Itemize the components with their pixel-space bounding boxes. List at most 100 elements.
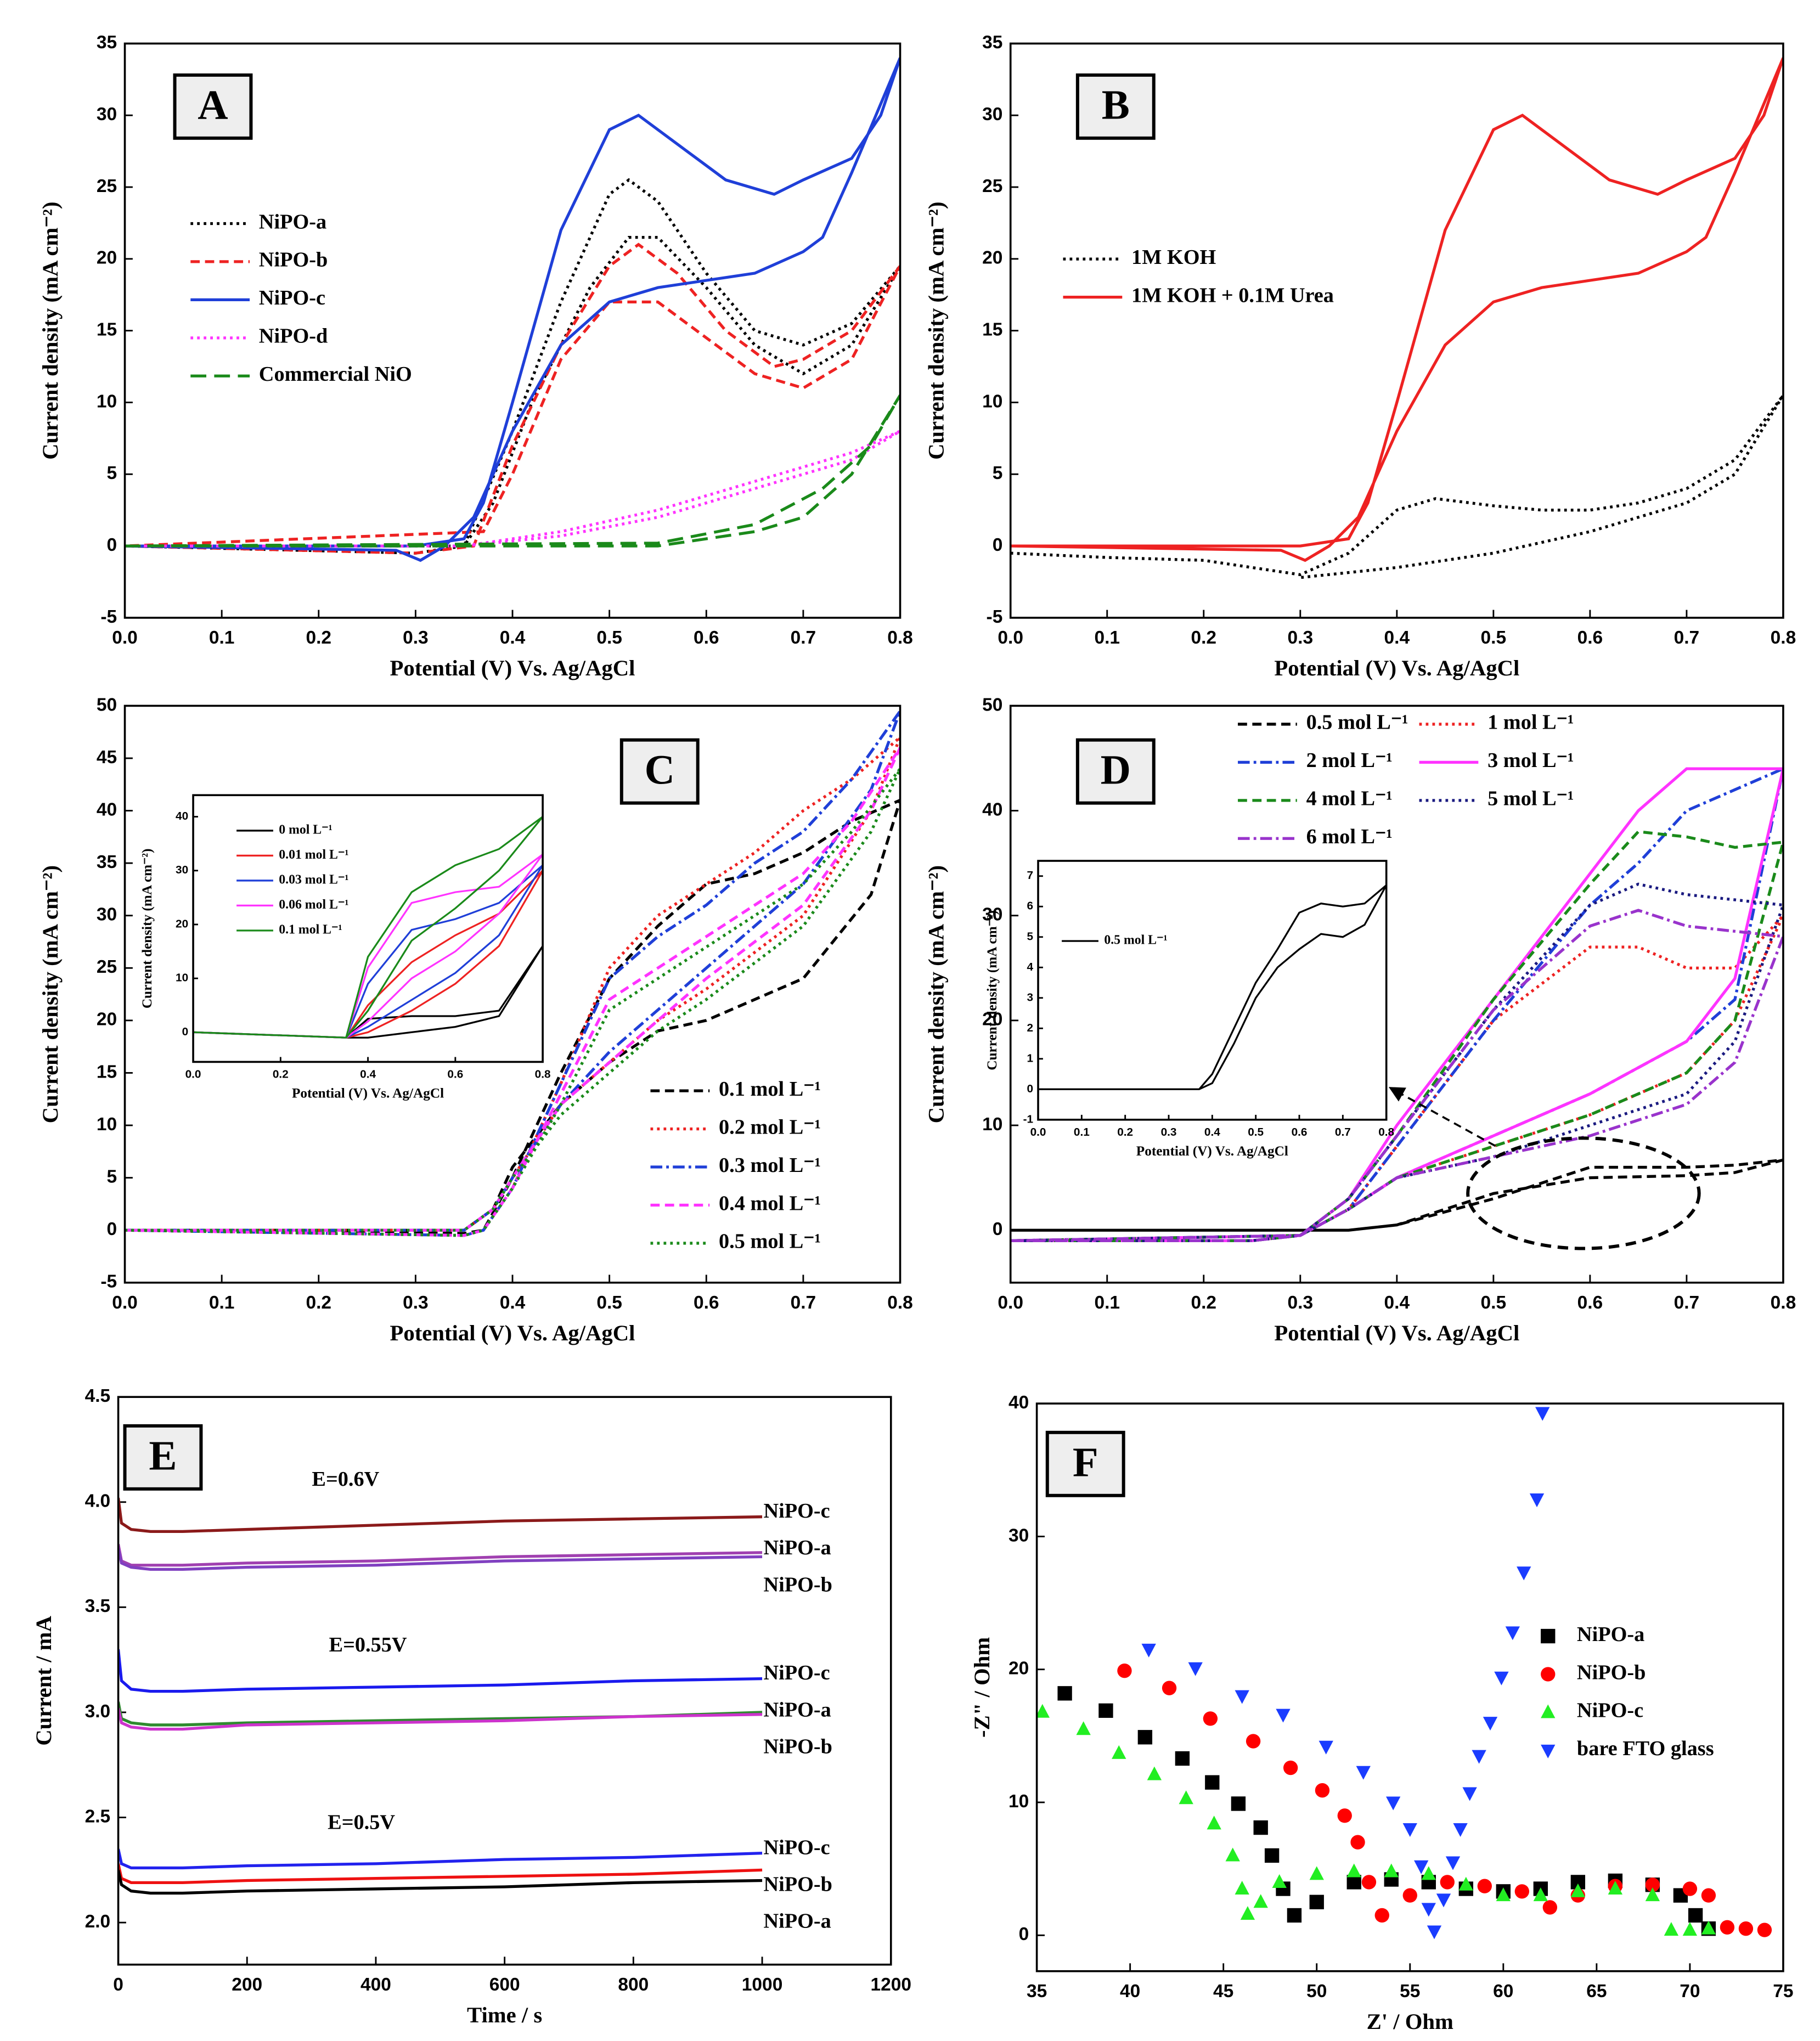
x-tick-label: 0.5 (1481, 628, 1507, 648)
y-axis-label: Current density (mA cm⁻²) (923, 201, 948, 459)
x-tick-label: 800 (618, 1975, 649, 1995)
marker (1350, 1835, 1365, 1850)
plot-frame (123, 42, 901, 619)
x-tick-label: 200 (232, 1975, 262, 1995)
panel: 0 200 400 600 800 1000 1200 2.0 2.5 3.0 3.5 4.0 4.5 T… (31, 1386, 911, 2027)
y-axis-label: Current density (mA cm⁻²) (985, 910, 1000, 1070)
y-tick-label: 30 (97, 905, 117, 925)
legend-label: bare FTO glass (1577, 1737, 1714, 1760)
y-tick-label: -5 (100, 607, 117, 627)
plot-area (118, 1497, 763, 1895)
marker (1264, 1848, 1280, 1863)
series-line (125, 394, 900, 548)
series-label: NiPO-b (763, 1735, 832, 1758)
panel-label-box (123, 1424, 203, 1491)
x-tick-label: 0.6 (1577, 628, 1603, 648)
panel-label: A (198, 82, 228, 128)
marker (1535, 1407, 1550, 1421)
marker (1337, 1808, 1352, 1823)
legend-label: 0.03 mol L⁻¹ (279, 872, 348, 887)
x-tick-label: 0.4 (500, 628, 526, 648)
y-tick-label: 20 (982, 1010, 1002, 1030)
panel: 35 40 45 50 55 60 65 70 75 0 10 20 30 40 Z' / Ohm -Z" /… (970, 1392, 1793, 2034)
marker (1458, 1876, 1473, 1891)
plot-area (1010, 767, 1783, 1242)
x-tick-label: 0.1 (1074, 1126, 1090, 1138)
x-tick-label: 0.8 (535, 1068, 551, 1081)
y-tick-label: 30 (982, 104, 1002, 125)
y-tick-label: 3.0 (85, 1701, 111, 1722)
marker (1436, 1893, 1451, 1908)
x-tick-label: 400 (360, 1975, 391, 1995)
legend-label: 0.06 mol L⁻¹ (279, 898, 348, 912)
y-tick-label: 30 (1008, 1525, 1029, 1546)
x-tick-label: 0.7 (1674, 628, 1700, 648)
x-tick-label: 40 (1120, 1981, 1140, 2001)
y-tick-label: -5 (987, 607, 1003, 627)
marker (1246, 1734, 1261, 1749)
annotation: E=0.55V (329, 1633, 407, 1656)
x-tick-label: 0.4 (1204, 1126, 1220, 1138)
y-axis-label: Current density (mA cm⁻²) (140, 849, 155, 1009)
annotation: E=0.6V (312, 1468, 379, 1491)
panel: 0.0 0.1 0.2 0.3 0.4 0.5 0.6 0.7 0.8 -5 0 5 10 15 20 25 3… (38, 32, 913, 680)
x-tick-label: 0.3 (403, 628, 429, 648)
marker (1240, 1906, 1255, 1920)
x-tick-label: 0.8 (1378, 1126, 1394, 1138)
x-tick-label: 0.4 (1384, 1293, 1410, 1313)
panel-label: C (645, 747, 675, 793)
marker (1147, 1766, 1162, 1780)
panels: 0.0 0.1 0.2 0.3 0.4 0.5 0.6 0.7 0.8-505101520253… (31, 32, 1796, 2034)
marker (1141, 1643, 1156, 1657)
series-label: NiPO-c (763, 1836, 830, 1859)
legend-label: 1M KOH + 0.1M Urea (1131, 284, 1334, 307)
series-line (193, 816, 543, 1039)
x-tick-label: 600 (489, 1975, 520, 1995)
marker (1253, 1894, 1268, 1908)
marker (1608, 1881, 1623, 1895)
series-label: NiPO-a (763, 1698, 831, 1721)
x-tick-label: 0.5 (1481, 1293, 1507, 1313)
plot-frame (117, 1396, 892, 1966)
marker (1346, 1863, 1361, 1878)
marker (1682, 1922, 1698, 1936)
y-tick-label: -1 (1023, 1113, 1033, 1125)
panel-label-box (173, 73, 253, 140)
x-tick-label: 0.0 (112, 628, 138, 648)
y-tick-label: 6 (1027, 900, 1034, 912)
series-label: NiPO-c (763, 1499, 830, 1523)
marker (1098, 1703, 1113, 1718)
legend-label: 1M KOH (1131, 246, 1216, 269)
x-tick-label: 0.0 (998, 1293, 1023, 1313)
x-tick-label: 0.0 (185, 1068, 201, 1081)
y-tick-label: 15 (97, 320, 117, 340)
y-tick-label: 10 (1008, 1791, 1029, 1812)
x-tick-label: 0.2 (1117, 1126, 1133, 1138)
legend-label: NiPO-c (259, 286, 325, 309)
y-tick-label: 30 (982, 905, 1002, 925)
panel: 0.0 0.1 0.2 0.3 0.4 0.5 0.6 0.7 0.8 -5 0 5 10 15 20 25 3… (923, 32, 1796, 680)
y-tick-label: 0 (1019, 1924, 1029, 1944)
plot-frame (1037, 860, 1388, 1121)
marker (1720, 1920, 1735, 1935)
plot-area (1010, 57, 1783, 579)
x-tick-label: 0.6 (1577, 1293, 1603, 1313)
legend-label: 0.5 mol L⁻¹ (1306, 711, 1408, 734)
legend-label: NiPO-d (259, 325, 328, 348)
x-tick-label: 0.5 (1248, 1126, 1264, 1138)
panel: 0.0 0.1 0.2 0.3 0.4 0.5 0.6 0.7 0.8 -5 0 5 10 15 20 25 3… (38, 695, 913, 1345)
x-axis-label: Potential (V) Vs. Ag/AgCl (390, 1321, 635, 1345)
series-line (118, 1869, 763, 1895)
y-tick-label: 2.0 (85, 1912, 111, 1932)
y-tick-label: 50 (97, 695, 117, 715)
marker (1235, 1690, 1249, 1704)
annotation: E=0.5V (328, 1811, 395, 1834)
marker (1356, 1766, 1371, 1780)
marker (1701, 1920, 1716, 1935)
x-tick-label: 0.1 (1094, 1293, 1120, 1313)
x-axis-label: Potential (V) Vs. Ag/AgCl (1274, 656, 1519, 680)
marker (1231, 1796, 1246, 1811)
y-tick-label: 0 (107, 535, 117, 555)
y-tick-label: 1 (1027, 1052, 1034, 1064)
